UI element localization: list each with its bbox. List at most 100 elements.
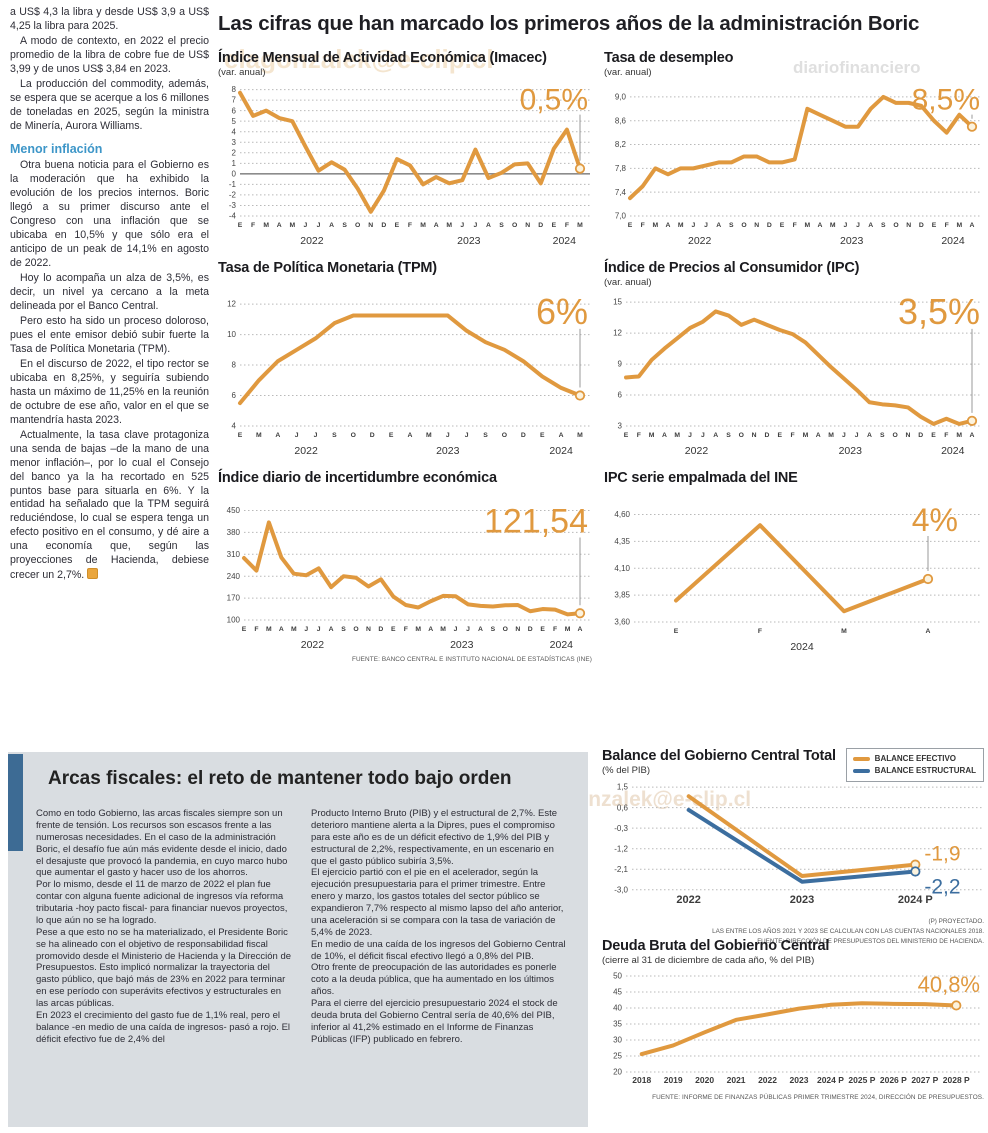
svg-text:2018: 2018 [632,1075,651,1085]
svg-text:A: A [428,626,433,633]
svg-text:A: A [818,222,823,229]
svg-text:N: N [368,222,373,229]
svg-text:M: M [446,222,452,229]
article-paragraph: Actualmente, la tasa clave protagoniza u… [10,428,209,582]
chart-svg: 4,60 4,35 4,10 3,85 3,60 E F M A 2024 4% [614,502,980,653]
svg-text:F: F [408,222,412,229]
chart-plot: 450 380 310 240 170 100 E F M A M J J A S O N D E F M A M J J A S O… [218,500,592,655]
svg-text:J: J [314,432,318,439]
legend-item: BALANCE ESTRUCTURAL [852,765,976,777]
svg-text:N: N [906,222,911,229]
svg-text:S: S [880,432,885,439]
chart-tpm: Tasa de Política Monetaria (TPM) 12 10 8 6 4… [218,260,592,461]
svg-text:-1: -1 [229,180,237,189]
svg-text:50: 50 [613,972,622,981]
article-paragraph: Pero esto ha sido un proceso doloroso, p… [10,314,209,355]
svg-text:20: 20 [613,1068,622,1077]
article-subhead: Menor inflación [10,141,103,156]
svg-text:2023: 2023 [450,639,474,650]
chart-subtitle: (var. anual) [604,277,652,288]
svg-text:F: F [404,626,408,633]
svg-text:A: A [478,626,483,633]
chart-title: IPC serie empalmada del INE [604,470,798,486]
page-title: Las cifras que han marcado los primeros … [218,12,920,35]
fiscal-paragraph: Por lo mismo, desde el 11 de marzo de 20… [36,879,288,926]
fiscal-column-1: Como en todo Gobierno, las arcas fiscale… [36,808,295,1046]
svg-text:-3: -3 [229,201,237,210]
svg-text:A: A [279,626,284,633]
fiscal-panel [8,752,588,1127]
svg-text:J: J [688,432,692,439]
chart-ipc: Índice de Precios al Consumidor (IPC) (v… [604,260,984,461]
svg-text:M: M [266,626,272,633]
svg-text:F: F [944,432,948,439]
svg-text:M: M [652,222,658,229]
svg-text:J: J [460,222,464,229]
chart-plot: 1,5 0,6 -0,3 -1,2 -2,1 -3,0 2022 2023 2024 P -1,9… [602,778,984,915]
svg-text:380: 380 [227,528,241,537]
article-paragraph: Hoy lo acompaña un alza de 3,5%, es deci… [10,271,209,312]
chart-plot: 15 12 9 6 3 E F M A M J J A S O N D E F M A M J J A S O N D E F M A 2022 2… [604,290,984,461]
chart-title: Deuda Bruta del Gobierno Central [602,938,830,954]
svg-text:8,2: 8,2 [615,140,627,149]
svg-text:M: M [415,626,421,633]
legend: BALANCE EFECTIVO BALANCE ESTRUCTURAL [845,748,984,782]
svg-text:35: 35 [613,1020,622,1029]
svg-text:S: S [332,432,337,439]
chart-subtitle: (% del PIB) [602,765,651,776]
svg-text:2022: 2022 [688,235,712,246]
chart-subtitle: (var. anual) [604,67,652,78]
svg-text:S: S [499,222,504,229]
svg-text:3,60: 3,60 [614,618,630,627]
svg-text:A: A [666,222,671,229]
svg-text:2023: 2023 [457,235,481,246]
svg-text:J: J [295,432,299,439]
svg-text:7,8: 7,8 [615,164,627,173]
fiscal-paragraph: Pese a que esto no se ha materializado, … [36,926,292,1009]
svg-text:3,85: 3,85 [614,591,630,600]
svg-text:2023: 2023 [790,894,814,906]
svg-text:E: E [932,222,937,229]
svg-text:3,5%: 3,5% [898,291,980,332]
svg-text:D: D [918,432,923,439]
chart-title: Balance del Gobierno Central Total [602,748,836,764]
svg-text:2: 2 [232,148,237,157]
svg-text:E: E [242,626,247,633]
article-paragraph: a US$ 4,3 la libra y desde US$ 3,9 a US$… [10,6,209,32]
svg-text:E: E [238,222,243,229]
chart-title: Índice de Precios al Consumidor (IPC) [604,260,860,276]
svg-text:4,60: 4,60 [614,510,630,519]
fiscal-paragraph: En 2023 el crecimiento del gasto fue de … [36,1009,291,1045]
svg-text:2023: 2023 [839,445,863,456]
svg-text:2022: 2022 [300,235,324,246]
chart-svg: 50 45 40 35 30 25 20 2018 2019 2020 2021 2022 2023 20… [613,972,982,1085]
svg-text:2022: 2022 [294,445,318,456]
svg-text:A: A [329,626,334,633]
svg-text:N: N [366,626,371,633]
svg-text:15: 15 [613,298,622,307]
chart-deuda: Deuda Bruta del Gobierno Central (cierre… [602,938,984,1101]
svg-text:F: F [553,626,557,633]
chart-title: Índice Mensual de Actividad Económica (I… [218,50,547,66]
svg-text:M: M [956,432,962,439]
svg-text:7,4: 7,4 [615,188,627,197]
svg-text:E: E [628,222,633,229]
chart-title: Tasa de Política Monetaria (TPM) [218,260,437,276]
svg-text:N: N [515,626,520,633]
svg-text:2024 P: 2024 P [817,1075,844,1085]
svg-text:M: M [678,222,684,229]
svg-text:F: F [945,222,949,229]
svg-text:O: O [503,626,508,633]
svg-text:J: J [317,626,321,633]
svg-text:10: 10 [227,330,236,339]
svg-text:A: A [970,432,975,439]
chart-incertidumbre: Índice diario de incertidumbre económica… [218,470,592,663]
svg-text:J: J [842,432,846,439]
svg-text:A: A [662,432,667,439]
svg-text:2020: 2020 [695,1075,714,1085]
svg-text:40: 40 [613,1004,622,1013]
svg-text:O: O [893,222,898,229]
svg-text:4%: 4% [912,502,958,538]
svg-text:1: 1 [232,159,237,168]
svg-text:7: 7 [232,96,237,105]
